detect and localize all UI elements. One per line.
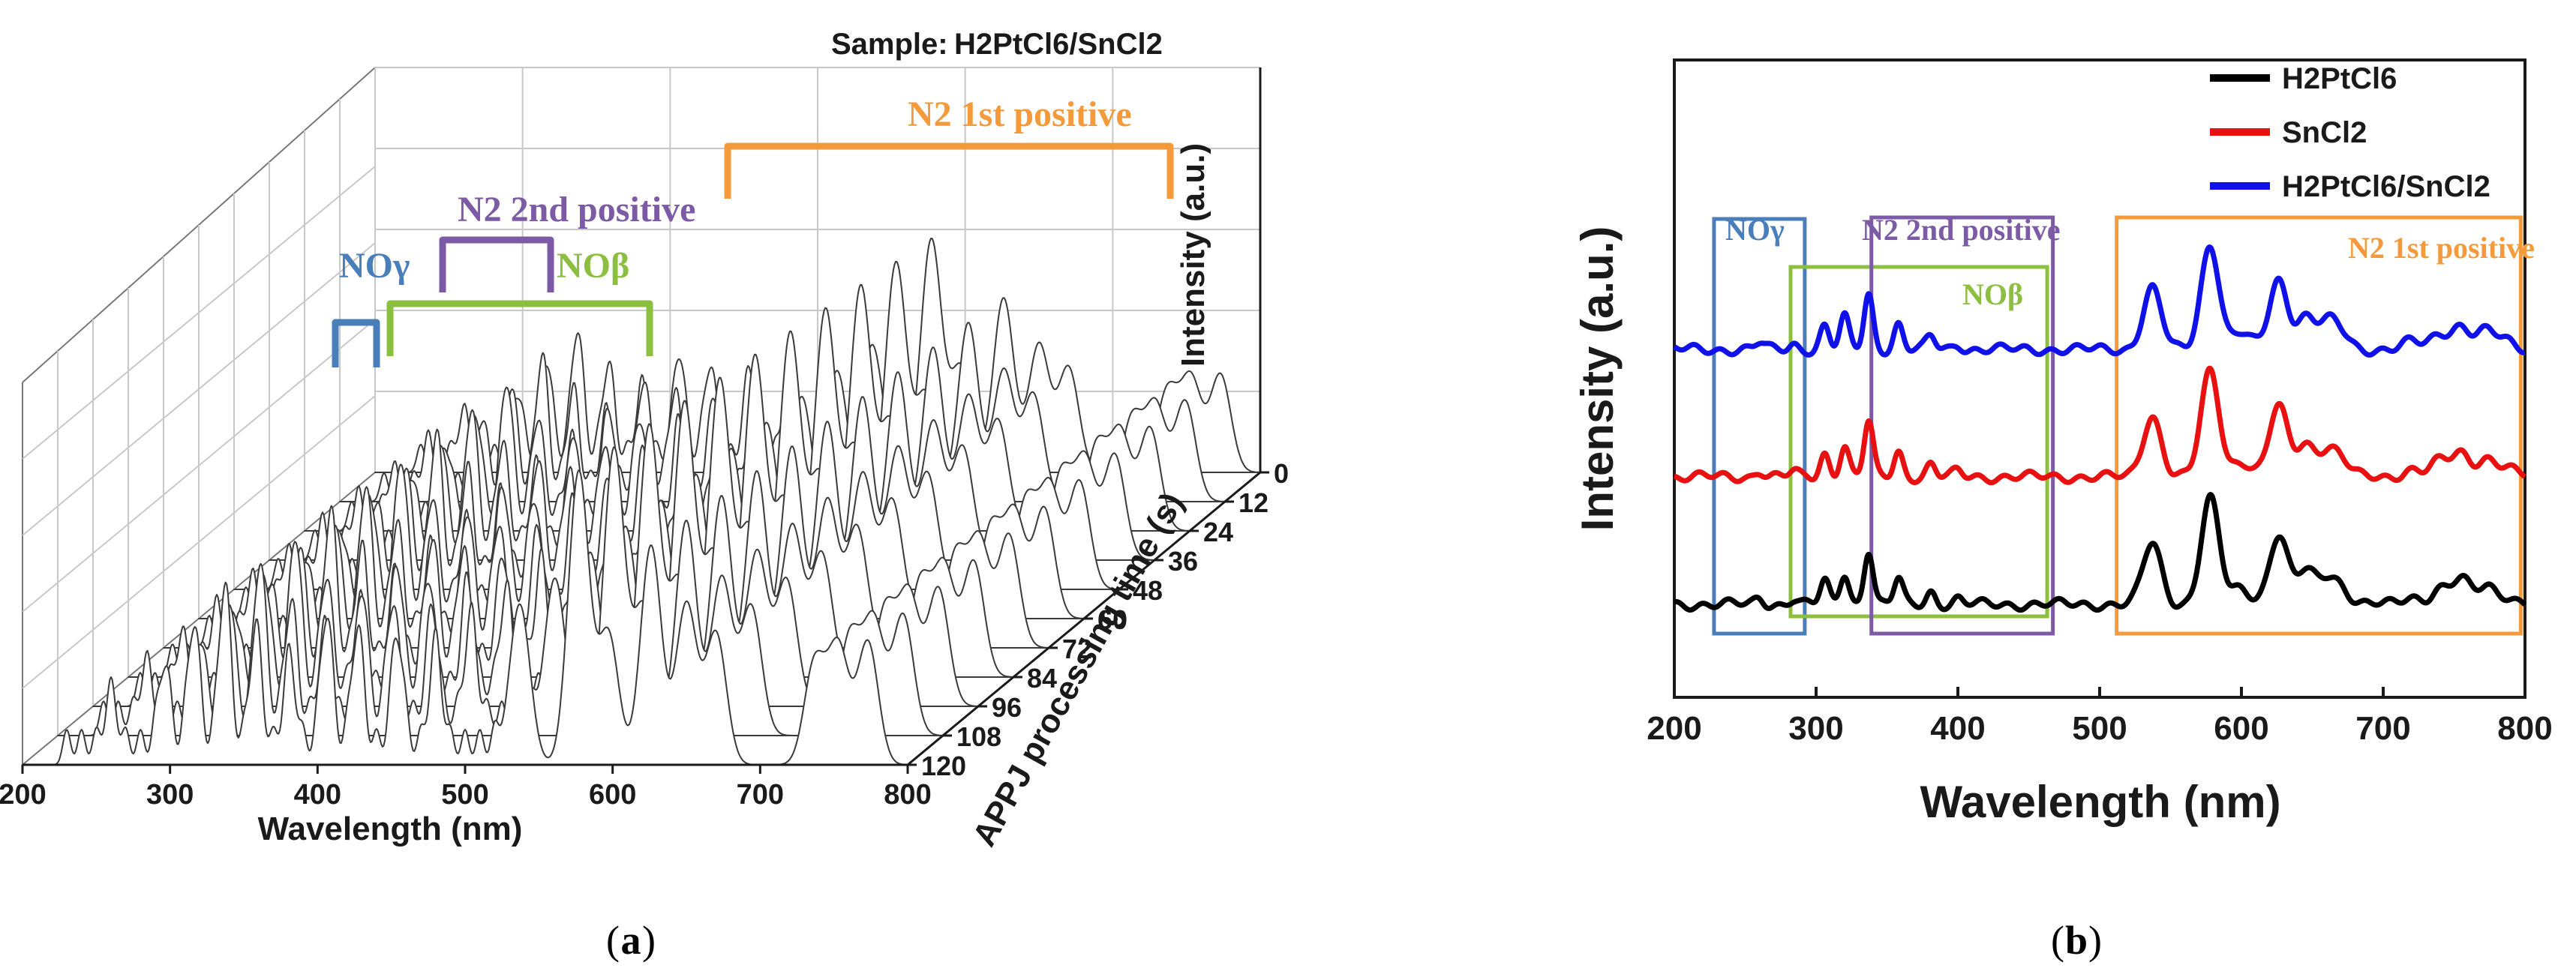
panel-b-caption-close: )	[2088, 918, 2102, 963]
panel-b-x-tick-label-300: 300	[1788, 710, 1843, 747]
legend-label-sncl2: SnCl2	[2282, 116, 2367, 149]
bracket-no-beta	[386, 300, 653, 356]
bracket-n2-2nd	[439, 236, 554, 292]
left-wall-grid-h	[22, 242, 376, 536]
panel-a-x-tick-label-500: 500	[441, 779, 488, 811]
legend-label-h2ptcl6-sncl2: H2PtCl6/SnCl2	[2282, 170, 2490, 203]
panel-a-caption-open: (	[606, 918, 620, 963]
legend-label-h2ptcl6: H2PtCl6	[2282, 62, 2397, 95]
box-no-beta	[1788, 265, 2049, 619]
bracket-n2-1st	[724, 142, 1174, 199]
trace-h2ptcl6-sncl2	[1672, 244, 2527, 358]
panel-b-caption-letter: b	[2065, 918, 2088, 963]
panel-b-legend: H2PtCl6 SnCl2 H2PtCl6/SnCl2	[2210, 62, 2490, 203]
panel-a-time-tick-label-36: 36	[1168, 546, 1198, 577]
panel-a-x-tick-label-700: 700	[737, 779, 784, 811]
box-no-gamma	[1712, 217, 1807, 636]
box-n2-1st	[2115, 215, 2523, 636]
panel-b-region-boxes	[1712, 215, 2523, 636]
panel-a-axes: 200 300 400 500 600 700 800 0122436486072849610…	[0, 67, 1289, 811]
panel-a-3d-waterfall: 200 300 400 500 600 700 800 0122436486072849610…	[0, 28, 1289, 963]
left-wall-grid-h	[22, 395, 376, 689]
panel-a-x-tick-label-600: 600	[589, 779, 636, 811]
panel-a-sample-prefix: Sample:	[831, 28, 948, 61]
panel-a-sample-label: H2PtCl6/SnCl2	[954, 28, 1163, 61]
left-wall-grid-h	[22, 319, 376, 613]
panel-b-x-tick-label-500: 500	[2072, 710, 2127, 747]
panel-a-spectra	[22, 238, 1261, 766]
panel-a-annotations: NOγ N2 2nd positive NOβ N2 1st positive	[332, 94, 1174, 367]
panel-a-z-axis-title: Intensity (a.u.)	[1175, 143, 1211, 367]
panel-a-time-tick-label-0: 0	[1274, 458, 1289, 489]
panel-b-stacked-spectra: 200 300 400 500 600 700 800 NOγ NOβ N2 2nd pos…	[1572, 58, 2553, 963]
panel-a-x-axis-title: Wavelength (nm)	[258, 811, 523, 847]
panel-a-time-tick-label-108: 108	[956, 721, 1001, 752]
panel-b-spectra	[1672, 244, 2527, 613]
panel-a-time-tick-label-84: 84	[1027, 663, 1057, 694]
panel-a-time-tick-label-12: 12	[1238, 487, 1268, 518]
panel-a-time-tick-label-60: 60	[1097, 604, 1127, 635]
panel-b-x-tick-label-800: 800	[2497, 710, 2552, 747]
panel-b-y-axis-title: Intensity (a.u.)	[1572, 226, 1623, 532]
panel-b-x-tick-label-700: 700	[2355, 710, 2410, 747]
panel-b-x-axis-title: Wavelength (nm)	[1920, 777, 2280, 827]
annot-no-gamma-a: NOγ	[339, 246, 410, 286]
panel-b-x-tick-label-200: 200	[1647, 710, 1701, 747]
panel-b-axes: 200 300 400 500 600 700 800	[1647, 687, 2553, 747]
panel-a-x-tick-label-400: 400	[294, 779, 341, 811]
panel-b-caption-open: (	[2051, 918, 2064, 963]
annot-n2-1st-b: N2 1st positive	[2348, 231, 2535, 265]
trace-h2ptcl6	[1672, 492, 2527, 613]
annot-n2-1st-a: N2 1st positive	[908, 94, 1132, 134]
panel-b-box-labels: NOγ NOβ N2 2nd positive N2 1st positive	[1725, 213, 2535, 311]
panel-a-time-tick-label-48: 48	[1133, 575, 1163, 606]
panel-a-time-tick-label-72: 72	[1062, 634, 1092, 664]
panel-b-x-tick-label-400: 400	[1930, 710, 1985, 747]
annot-no-gamma-b: NOγ	[1725, 213, 1785, 247]
annot-n2-2nd-b: N2 2nd positive	[1862, 213, 2061, 247]
panel-a-caption-close: )	[642, 918, 656, 963]
panel-b-x-tick-label-600: 600	[2214, 710, 2268, 747]
panel-a-x-tick-label-200: 200	[0, 779, 47, 811]
panel-a-time-tick-label-120: 120	[921, 751, 966, 781]
annot-no-beta-a: NOβ	[557, 246, 629, 286]
panel-a-x-tick-label-800: 800	[884, 779, 931, 811]
left-wall-grid-h	[22, 166, 376, 460]
annot-no-beta-b: NOβ	[1962, 277, 2023, 311]
panel-a-caption-letter: a	[621, 918, 641, 963]
panel-a-time-tick-label-24: 24	[1203, 517, 1233, 547]
annot-n2-2nd-a: N2 2nd positive	[458, 190, 695, 229]
trace-sncl2	[1672, 365, 2527, 486]
bracket-no-gamma	[332, 319, 380, 367]
panel-a-time-tick-label-96: 96	[992, 692, 1022, 723]
panel-a-x-tick-label-300: 300	[146, 779, 194, 811]
